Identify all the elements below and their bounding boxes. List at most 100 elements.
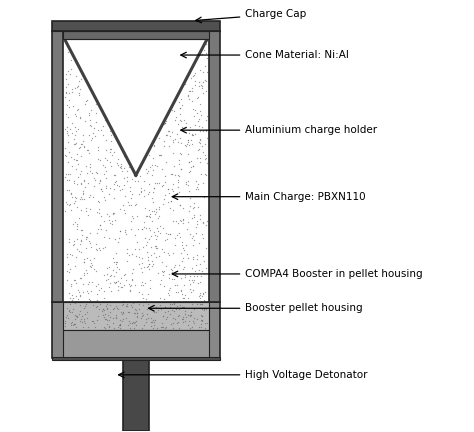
Point [71,316,79,323]
Point [181,271,189,278]
Point [174,179,182,186]
Point [176,149,184,156]
Point [178,238,186,245]
Point [103,317,111,324]
Polygon shape [64,39,207,175]
Point [203,68,211,75]
Point [189,287,197,294]
Point [82,98,90,105]
Point [198,230,206,237]
Point [108,152,115,159]
Point [202,222,210,229]
Point [75,144,82,151]
Point [183,226,191,233]
Point [101,325,109,332]
Point [161,191,169,198]
Point [184,311,191,318]
Point [82,245,90,252]
Point [194,118,202,124]
Point [101,311,109,318]
Point [80,258,88,265]
Point [89,194,97,201]
Point [138,254,146,261]
Point [159,323,167,330]
Point [165,275,173,282]
Point [81,310,89,317]
Point [105,213,112,219]
Point [75,90,82,97]
Point [179,102,186,108]
Point [61,145,69,152]
Point [184,181,192,188]
Point [166,205,174,212]
Point [144,263,151,270]
Point [160,138,168,145]
Point [200,194,208,200]
Point [131,310,139,317]
Point [198,267,206,274]
Point [109,210,117,216]
Point [144,263,152,270]
Point [195,116,202,123]
Point [116,322,123,329]
Point [119,316,127,323]
Point [189,162,197,169]
Point [131,282,139,289]
Point [64,315,72,322]
Point [190,237,198,244]
Point [127,282,134,289]
Point [189,105,197,112]
Point [73,113,80,120]
Point [163,263,170,270]
Point [82,301,90,308]
Point [85,149,93,156]
Point [93,317,100,324]
Point [123,302,131,309]
Point [179,304,186,311]
Point [168,266,176,273]
Point [167,320,175,327]
Point [172,113,180,120]
Point [112,178,120,184]
Point [126,324,134,331]
Point [191,314,198,321]
Point [184,92,191,98]
Point [73,245,81,252]
Point [185,126,193,133]
Point [177,218,184,225]
Point [128,319,136,326]
Point [171,242,179,249]
Point [130,320,137,327]
Point [138,310,146,317]
Point [191,212,198,219]
Point [128,304,136,311]
Point [197,155,204,162]
Point [181,117,188,124]
Point [114,323,122,330]
Point [102,226,109,233]
Point [103,264,110,271]
Point [112,258,120,265]
Point [76,92,83,98]
Point [174,176,182,183]
Point [66,300,74,307]
Point [70,295,77,302]
Point [156,222,164,229]
Point [61,94,69,101]
Point [202,126,210,133]
Point [192,185,200,192]
Point [186,286,194,292]
Point [184,139,191,146]
Point [92,246,100,253]
Point [100,233,108,240]
Point [197,311,205,318]
Point [116,280,124,287]
Point [74,105,82,112]
Point [182,241,190,248]
Point [197,82,205,89]
Point [86,263,94,270]
Point [169,149,177,156]
Point [186,230,194,237]
Point [198,123,206,130]
Point [66,266,74,273]
